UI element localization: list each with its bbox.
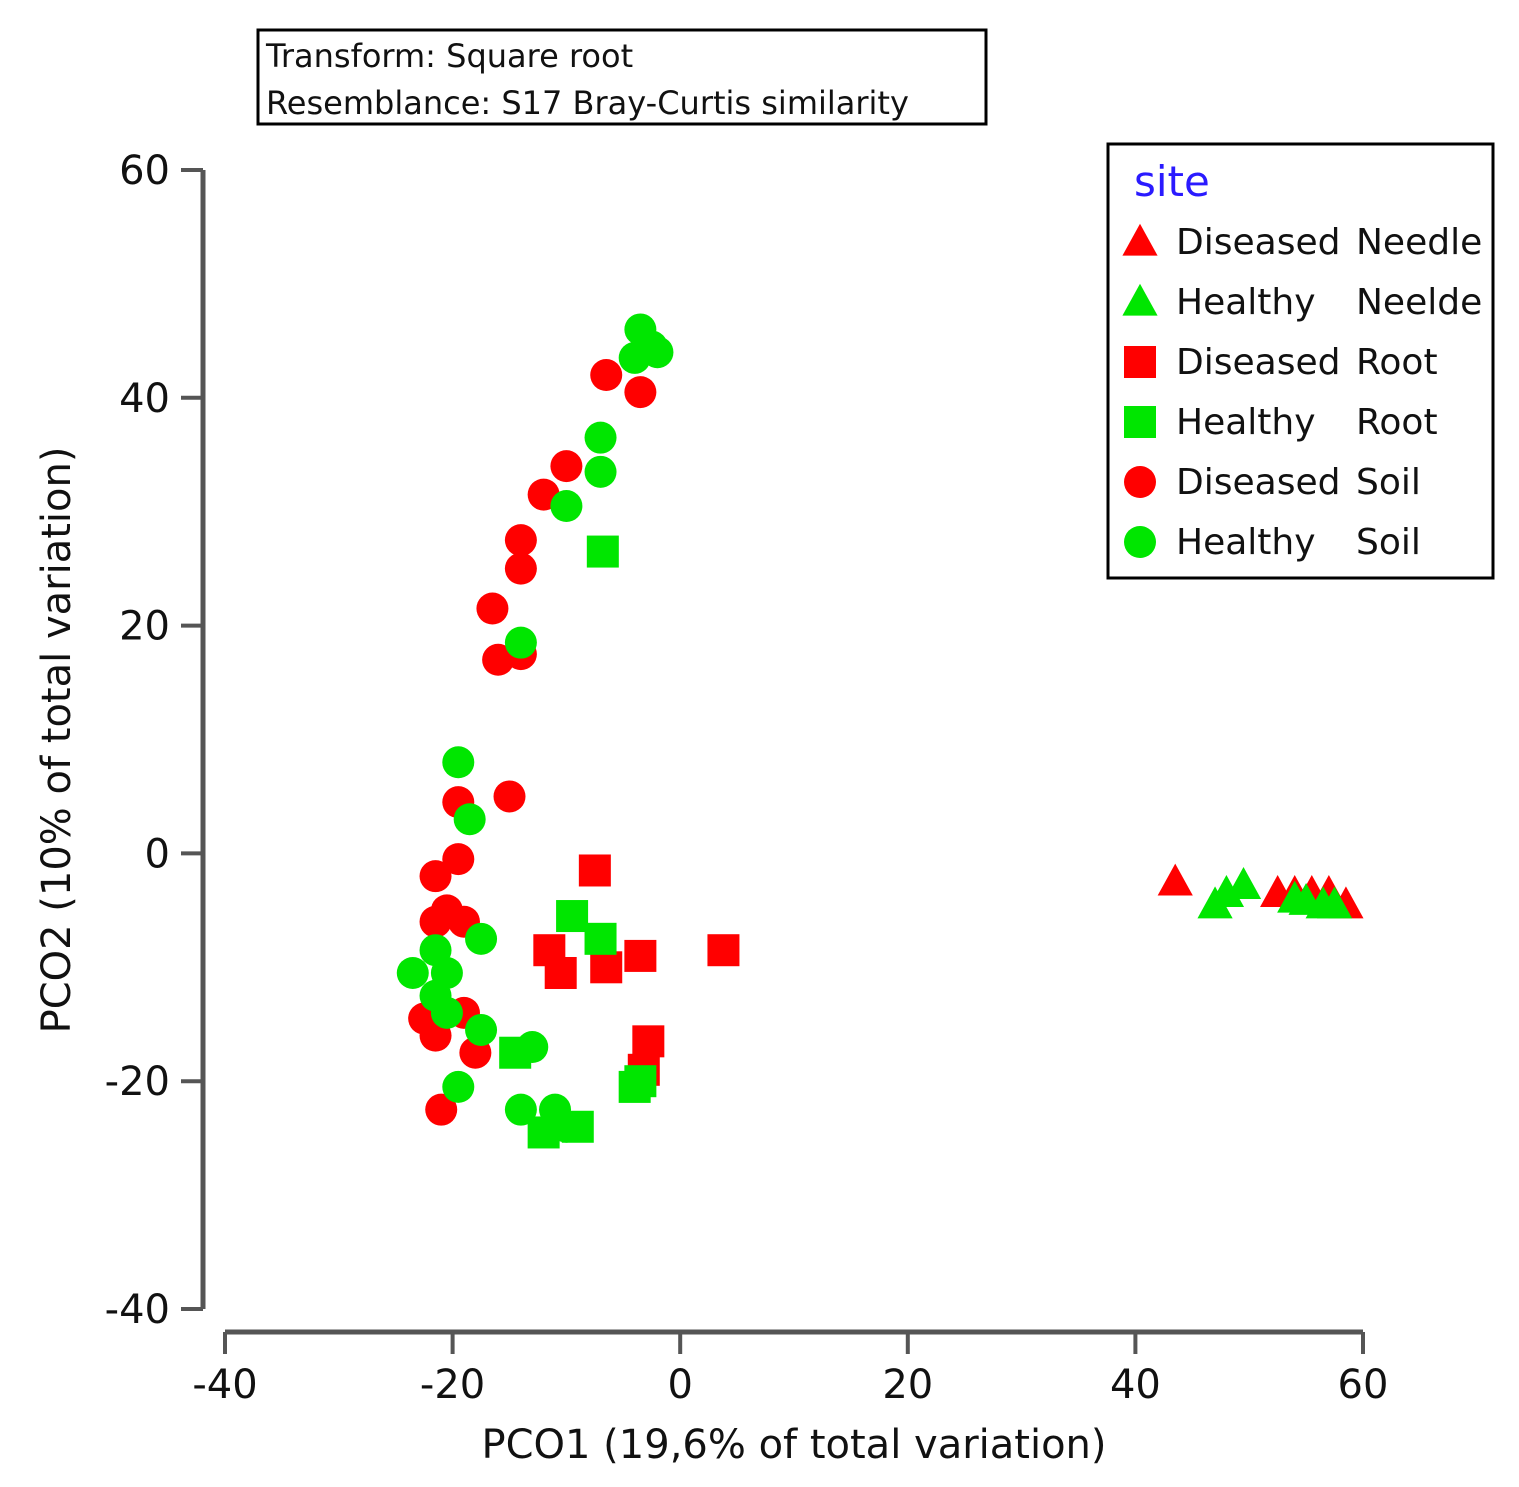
diseased-soil-point	[493, 780, 526, 813]
legend-marker-diseased-root	[1124, 346, 1156, 378]
healthy-soil-point	[504, 626, 537, 659]
healthy-soil-point	[430, 996, 463, 1029]
x-tick-label: 0	[667, 1362, 692, 1408]
y-tick-label: 60	[119, 148, 170, 194]
x-tick-label: 60	[1338, 1362, 1389, 1408]
legend-marker-healthy-root	[1124, 406, 1156, 438]
x-axis: -40 -20 0 20 40 60	[192, 1329, 1389, 1408]
diseased-root-point	[624, 939, 657, 972]
info-transform-text: Transform: Square root	[265, 37, 633, 75]
x-tick-label: 20	[882, 1362, 933, 1408]
x-tick-label: 40	[1110, 1362, 1161, 1408]
y-axis: -40 -20 0 20 40 60	[105, 148, 206, 1333]
x-tick-label: -20	[420, 1362, 485, 1408]
legend-label-tissue: Soil	[1356, 522, 1421, 563]
legend-label-status: Healthy	[1176, 282, 1316, 323]
healthy-root-point	[586, 535, 619, 568]
diseased-soil-point	[590, 359, 623, 392]
legend-label-tissue: Neelde	[1356, 282, 1482, 323]
healthy-root-point	[556, 900, 589, 933]
info-box-frame	[256, 28, 988, 126]
info-box: Transform: Square root Resemblance: S17 …	[256, 28, 988, 126]
healthy-root-point	[584, 922, 617, 955]
diseased-root-point	[707, 934, 740, 967]
y-tick-label: 20	[119, 604, 170, 650]
legend-marker-diseased-soil	[1124, 466, 1156, 498]
diseased-root-point	[578, 854, 611, 887]
healthy-soil-point	[396, 956, 429, 989]
legend-label-tissue: Soil	[1356, 462, 1421, 503]
diseased-root-point	[590, 951, 623, 984]
diseased-soil-point	[624, 376, 657, 409]
legend-label-status: Healthy	[1176, 402, 1316, 443]
diseased-needle-point	[1157, 863, 1193, 896]
healthy-soil-point	[442, 746, 475, 779]
healthy-soil-point	[584, 455, 617, 488]
healthy-root-point	[624, 1065, 657, 1098]
legend-marker-diseased-needle	[1122, 223, 1158, 256]
healthy-neelde-point	[1225, 867, 1262, 899]
x-axis-title: PCO1 (19,6% of total variation)	[481, 1422, 1106, 1468]
legend-label-status: Diseased	[1176, 342, 1340, 383]
y-tick-label: 0	[145, 831, 170, 877]
diseased-soil-point	[550, 450, 583, 483]
legend-label-tissue: Root	[1356, 342, 1438, 383]
legend-label-status: Diseased	[1176, 462, 1340, 503]
y-tick-label: -20	[105, 1059, 170, 1105]
y-axis-title: PCO2 (10% of total variation)	[34, 447, 80, 1034]
diseased-soil-point	[504, 524, 537, 557]
legend-label-tissue: Root	[1356, 402, 1438, 443]
legend-label-status: Healthy	[1176, 522, 1316, 563]
healthy-root-point	[499, 1036, 532, 1069]
healthy-soil-point	[550, 490, 583, 523]
healthy-soil-point	[442, 1070, 475, 1103]
healthy-soil-point	[465, 922, 498, 955]
diseased-soil-point	[419, 860, 452, 893]
healthy-soil-point	[465, 1013, 498, 1046]
x-tick-label: -40	[192, 1362, 257, 1408]
diseased-soil-point	[425, 1093, 458, 1126]
healthy-neelde-point	[1316, 886, 1353, 919]
legend-label-tissue: Needle	[1356, 222, 1482, 263]
legend-marker-healthy-neelde	[1122, 283, 1158, 316]
healthy-root-point	[561, 1110, 594, 1143]
legend-label-status: Diseased	[1176, 222, 1340, 263]
healthy-soil-point	[453, 803, 486, 836]
data-points	[396, 313, 1364, 1149]
healthy-root-point	[527, 1116, 560, 1149]
legend-marker-healthy-soil	[1124, 526, 1156, 558]
healthy-soil-point	[641, 336, 674, 369]
y-tick-label: 40	[119, 376, 170, 422]
diseased-soil-point	[442, 843, 475, 876]
diseased-soil-point	[504, 552, 537, 585]
legend-entries: Diseased Needle Healthy Neelde Diseased Root H…	[1122, 222, 1482, 563]
diseased-root-point	[632, 1025, 665, 1058]
legend-title: site	[1134, 157, 1210, 206]
diseased-soil-point	[419, 905, 452, 938]
info-resemblance-text: Resemblance: S17 Bray-Curtis similarity	[266, 84, 909, 122]
legend-frame	[1106, 142, 1495, 580]
y-tick-label: -40	[105, 1287, 170, 1333]
diseased-root-point	[544, 956, 577, 989]
healthy-soil-point	[584, 421, 617, 454]
diseased-soil-point	[476, 592, 509, 625]
